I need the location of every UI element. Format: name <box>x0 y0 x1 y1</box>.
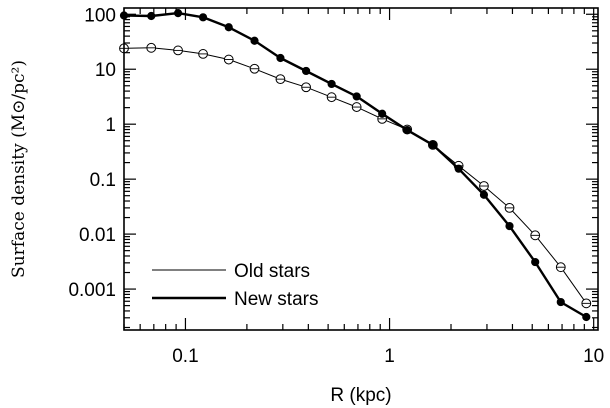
x-axis-label: R (kpc) <box>330 385 391 406</box>
legend-label-new-stars: New stars <box>234 289 318 310</box>
series-layer <box>119 8 592 322</box>
data-point-new-stars <box>224 23 233 32</box>
y-tick-label: 0.01 <box>79 225 116 246</box>
y-tick-label: 0.001 <box>68 280 116 301</box>
x-tick-label: 0.1 <box>172 346 198 367</box>
series-line-new-stars <box>123 11 587 319</box>
data-point-new-stars <box>301 66 311 76</box>
tick-labels: 0.1 1 10 100 10 1 0.1 0.01 0.001 <box>68 5 604 367</box>
data-point-new-stars <box>352 92 361 101</box>
data-point-new-stars <box>479 190 489 199</box>
y-tick-label: 100 <box>84 5 116 26</box>
data-point-new-stars <box>531 257 540 267</box>
data-point-new-stars <box>276 53 285 63</box>
data-point-new-stars <box>428 140 437 149</box>
data-point-new-stars <box>556 297 565 307</box>
x-tick-label: 1 <box>384 346 395 367</box>
y-tick-label: 0.1 <box>90 170 116 191</box>
data-point-new-stars <box>454 164 463 173</box>
data-point-new-stars <box>173 8 183 18</box>
data-point-new-stars <box>505 221 514 231</box>
plot-area-frame <box>123 7 599 331</box>
legend: Old stars New stars <box>152 261 318 310</box>
data-point-new-stars <box>250 36 259 45</box>
data-point-new-stars <box>403 126 412 135</box>
y-tick-label: 10 <box>95 60 116 81</box>
legend-label-old-stars: Old stars <box>234 261 310 282</box>
data-point-new-stars <box>327 79 336 89</box>
data-point-new-stars <box>378 109 387 118</box>
data-point-new-stars <box>147 11 156 21</box>
series-line-old-stars <box>123 47 587 304</box>
y-axis-label: Surface density (M⊙/pc²) <box>9 60 29 278</box>
data-point-new-stars <box>582 312 591 322</box>
y-tick-label: 1 <box>105 115 116 136</box>
data-point-new-stars <box>198 13 208 22</box>
x-tick-label: 10 <box>583 346 604 367</box>
axis-ticks <box>123 8 598 330</box>
